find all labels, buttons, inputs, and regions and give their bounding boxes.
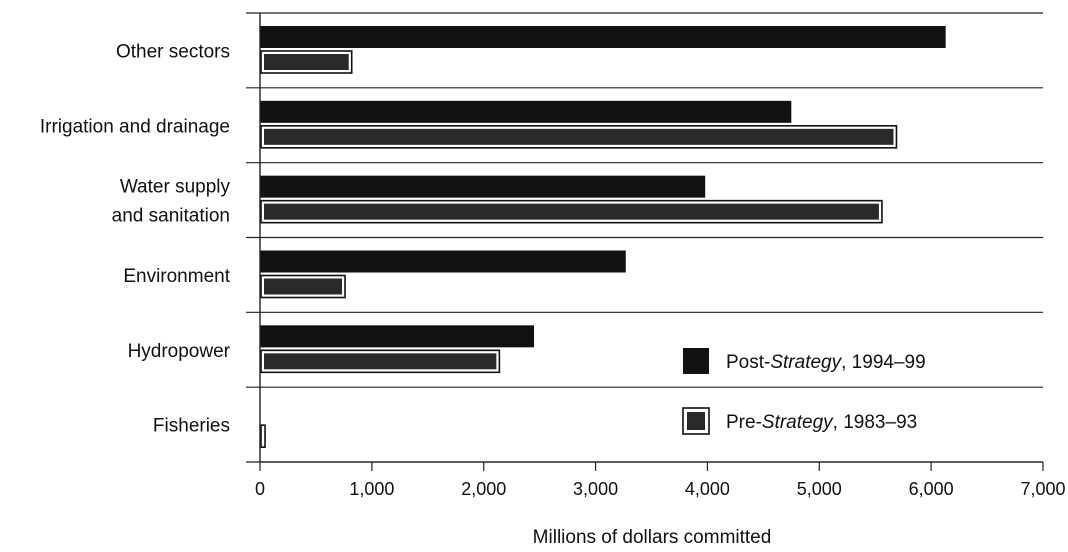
x-tick-label: 2,000 bbox=[461, 479, 506, 499]
x-axis: 0 1,000 2,000 3,000 4,000 5,000 6,000 7,000 bbox=[255, 13, 1066, 499]
category-label-hydropower: Hydropower bbox=[128, 341, 231, 362]
bar-post-irrigation-and-drainage bbox=[260, 100, 792, 123]
x-axis-title: Millions of dollars committed bbox=[533, 527, 772, 548]
category-label-water-supply-and-sanitation-line-2: and sanitation bbox=[112, 206, 230, 227]
x-tick-label: 7,000 bbox=[1020, 479, 1065, 499]
bar-outline bbox=[260, 424, 266, 448]
x-tick-label: 0 bbox=[255, 479, 265, 499]
bar-pre-hydropower bbox=[260, 349, 501, 374]
bar-pre-other-sectors bbox=[260, 50, 353, 74]
category-label-environment: Environment bbox=[123, 266, 230, 287]
legend-swatch bbox=[683, 348, 709, 374]
bar-fill bbox=[264, 54, 349, 70]
x-tick-label: 6,000 bbox=[909, 479, 954, 499]
x-tick-label: 5,000 bbox=[797, 479, 842, 499]
x-tick-label: 4,000 bbox=[685, 479, 730, 499]
legend-swatch-fill bbox=[687, 412, 705, 430]
bar-fill bbox=[264, 203, 879, 220]
bar-pre-water-supply-and-sanitation bbox=[260, 199, 883, 224]
bar-fill bbox=[264, 353, 497, 370]
category-label-other-sectors: Other sectors bbox=[116, 41, 230, 62]
bar-post-environment bbox=[260, 250, 626, 273]
legend-label-pre-strategy: Pre-Strategy, 1983–93 bbox=[726, 412, 917, 433]
bar-pre-environment bbox=[260, 274, 346, 299]
category-rows: Other sectors Irrigation and drainage Wate… bbox=[40, 12, 1043, 463]
legend-label-post-strategy: Post-Strategy, 1994–99 bbox=[726, 352, 926, 373]
x-tick-label: 3,000 bbox=[573, 479, 618, 499]
bar-post-hydropower bbox=[260, 325, 535, 348]
bar-fill bbox=[264, 278, 343, 295]
bar-pre-irrigation-and-drainage bbox=[260, 125, 898, 149]
legend-item-post-strategy: Post-Strategy, 1994–99 bbox=[683, 348, 926, 374]
category-label-fisheries: Fisheries bbox=[153, 416, 230, 437]
x-tick-label: 1,000 bbox=[349, 479, 394, 499]
category-label-water-supply-and-sanitation-line-1: Water supply bbox=[120, 177, 231, 198]
legend: Post-Strategy, 1994–99 Pre-Strategy, 1983… bbox=[682, 348, 926, 435]
bar-pre-fisheries bbox=[260, 424, 266, 448]
bar-post-water-supply-and-sanitation bbox=[260, 175, 706, 198]
bars bbox=[260, 26, 946, 448]
bar-post-other-sectors bbox=[260, 26, 946, 48]
legend-item-pre-strategy: Pre-Strategy, 1983–93 bbox=[682, 407, 917, 435]
legend-swatch bbox=[682, 407, 710, 435]
bar-fill bbox=[264, 128, 894, 145]
category-label-irrigation-and-drainage: Irrigation and drainage bbox=[40, 116, 230, 137]
